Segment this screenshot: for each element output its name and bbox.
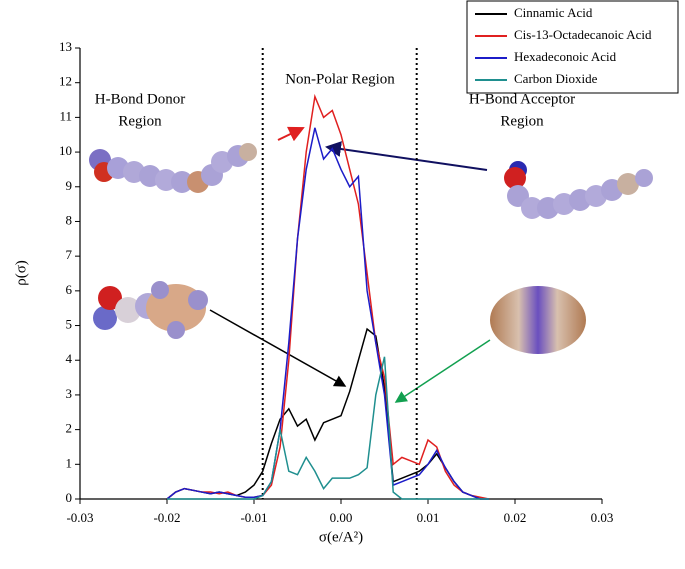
x-tick-label: 0.02	[504, 510, 527, 525]
x-tick-label: -0.03	[66, 510, 93, 525]
y-tick-label: 4	[66, 351, 73, 366]
y-tick-label: 13	[59, 39, 72, 54]
y-tick-label: 3	[66, 386, 73, 401]
legend-box	[466, 0, 679, 94]
y-tick-label: 12	[59, 74, 72, 89]
cinnamic-molecule	[93, 281, 208, 339]
x-tick-label: -0.01	[240, 510, 267, 525]
region-label: Region	[500, 113, 544, 129]
y-tick-label: 11	[59, 108, 72, 123]
arrow	[209, 309, 347, 387]
legend-label: Hexadeconoic Acid	[514, 49, 617, 64]
legend-label: Cinnamic Acid	[514, 5, 593, 20]
y-tick-label: 7	[66, 247, 73, 262]
legend-label: Carbon Dioxide	[514, 71, 598, 86]
y-tick-label: 2	[66, 421, 73, 436]
x-tick-label: 0.03	[591, 510, 614, 525]
molecule-illustrations	[89, 126, 653, 403]
region-label: Region	[118, 113, 162, 129]
series-line	[167, 356, 489, 500]
co2-molecule	[490, 286, 586, 354]
y-tick-label: 10	[59, 143, 72, 158]
x-tick-label: 0.00	[330, 510, 353, 525]
y-tick-label: 5	[66, 317, 73, 332]
y-tick-label: 1	[66, 455, 73, 470]
legend-label: Cis-13-Octadecanoic Acid	[514, 27, 652, 42]
y-tick-label: 0	[66, 490, 73, 505]
arrow	[325, 141, 488, 171]
x-tick-label: -0.02	[153, 510, 180, 525]
y-tick-label: 8	[66, 212, 73, 227]
series-line	[166, 127, 489, 500]
y-tick-label: 9	[66, 178, 73, 193]
y-tick-label: 6	[66, 282, 73, 297]
donor-molecule	[89, 143, 257, 193]
region-label: H-Bond Donor	[95, 91, 185, 107]
arrow	[277, 126, 305, 142]
x-axis-label: σ(e/A²)	[319, 529, 363, 545]
acceptor-molecule	[504, 161, 653, 219]
region-label: Non-Polar Region	[285, 71, 395, 87]
x-tick-label: 0.01	[417, 510, 440, 525]
region-label: H-Bond Acceptor	[469, 91, 575, 107]
y-axis-label: ρ(σ)	[13, 260, 29, 286]
arrow	[394, 339, 491, 403]
series-line	[166, 93, 490, 500]
series-line	[166, 327, 489, 500]
